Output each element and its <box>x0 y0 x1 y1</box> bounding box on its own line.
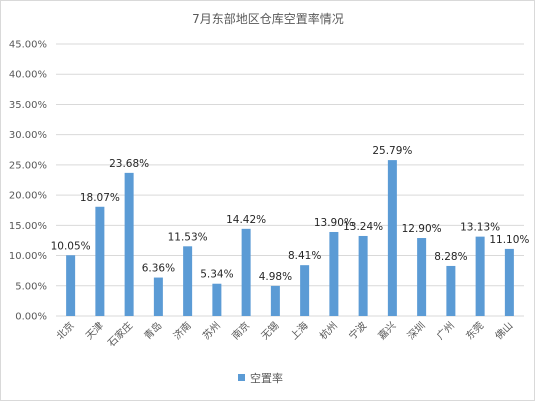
x-tick-label: 上海 <box>287 319 310 342</box>
x-tick-label: 广州 <box>434 320 457 343</box>
data-labels: 10.05% 18.07% 23.68% 6.36% 11.53% 5.34% 14.42%… <box>51 145 530 283</box>
x-tick-label: 东莞 <box>463 319 486 342</box>
y-tick-label: 5.00% <box>15 281 47 292</box>
bar <box>387 160 397 316</box>
data-label: 11.10% <box>489 234 529 246</box>
x-tick-label: 宁波 <box>346 319 369 342</box>
bar <box>446 265 456 316</box>
bar <box>95 206 105 316</box>
data-label: 11.53% <box>168 231 208 243</box>
bar <box>241 228 251 316</box>
bar <box>183 246 193 316</box>
data-label: 25.79% <box>372 145 412 157</box>
x-tick-label: 佛山 <box>492 319 515 342</box>
x-tick-label: 天津 <box>83 320 106 343</box>
bar <box>270 285 280 316</box>
data-label: 4.98% <box>259 271 292 283</box>
y-tick-label: 35.00% <box>9 100 47 111</box>
data-label: 14.42% <box>226 214 266 226</box>
x-tick-label: 杭州 <box>317 319 340 342</box>
data-label: 18.07% <box>80 192 120 204</box>
gridlines <box>56 43 524 317</box>
x-tick-label: 青岛 <box>141 319 164 342</box>
data-label: 13.90% <box>314 217 354 229</box>
bar <box>300 265 310 316</box>
data-label: 13.13% <box>460 222 500 234</box>
legend-swatch <box>238 374 245 381</box>
data-label: 13.24% <box>343 221 383 233</box>
x-tick-label: 北京 <box>53 319 76 342</box>
y-tick-label: 45.00% <box>9 40 47 51</box>
x-tick-label: 嘉兴 <box>375 319 398 342</box>
legend: 空置率 <box>238 371 283 385</box>
legend-label: 空置率 <box>250 371 283 385</box>
bar <box>66 255 76 316</box>
data-label: 6.36% <box>142 263 175 275</box>
bar <box>153 277 163 316</box>
bar <box>475 236 485 316</box>
x-tick-label: 深圳 <box>405 320 428 343</box>
data-label: 8.28% <box>434 251 467 263</box>
bar <box>124 172 134 316</box>
y-tick-label: 15.00% <box>9 221 47 232</box>
x-tick-label: 苏州 <box>200 319 223 342</box>
y-tick-label: 40.00% <box>9 70 47 81</box>
x-axis-ticks: 北京 天津 石家庄 青岛 济南 苏州 南京 无锡 上海 杭州 宁波 嘉兴 深圳 广州 东莞 佛山 <box>53 319 515 349</box>
data-label: 5.34% <box>200 269 233 281</box>
data-label: 12.90% <box>402 223 442 235</box>
y-tick-label: 0.00% <box>15 312 47 323</box>
y-tick-label: 30.00% <box>9 130 47 141</box>
bar <box>212 283 222 316</box>
y-tick-label: 10.00% <box>9 251 47 262</box>
bars <box>66 160 514 316</box>
data-label: 8.41% <box>288 250 321 262</box>
x-tick-label: 南京 <box>229 319 252 342</box>
chart-title: 7月东部地区仓库空置率情况 <box>192 11 344 26</box>
data-label: 23.68% <box>109 158 149 170</box>
y-tick-label: 25.00% <box>9 160 47 171</box>
y-axis-ticks: 0.00% 5.00% 10.00% 15.00% 20.00% 25.00% 30.00%… <box>9 40 47 323</box>
data-label: 10.05% <box>51 240 91 252</box>
x-tick-label: 济南 <box>170 319 193 342</box>
x-tick-label: 无锡 <box>258 319 281 342</box>
bar <box>358 235 368 316</box>
bar <box>329 231 339 316</box>
bar <box>504 248 514 316</box>
bar <box>417 238 427 316</box>
y-tick-label: 20.00% <box>9 191 47 202</box>
x-tick-label: 石家庄 <box>105 319 135 349</box>
